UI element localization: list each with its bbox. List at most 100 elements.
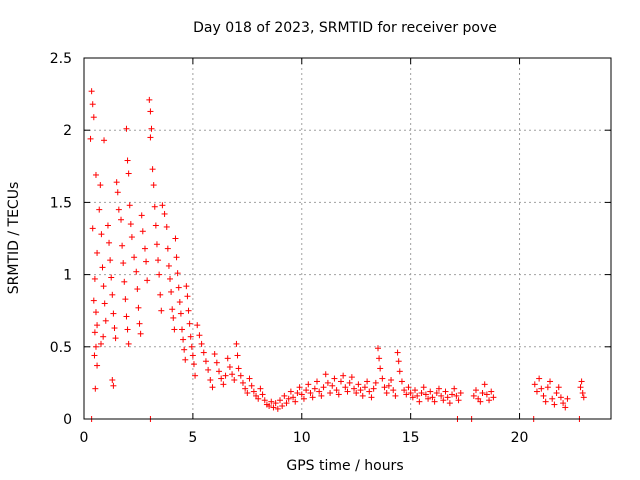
data-point [376, 355, 383, 362]
data-point [97, 340, 104, 347]
x-tick-label: 5 [188, 430, 197, 446]
data-point [200, 349, 207, 356]
data-point [290, 394, 297, 401]
data-point [438, 392, 445, 399]
data-point [100, 283, 107, 290]
data-point [124, 157, 131, 164]
y-tick-label: 1.5 [50, 195, 72, 211]
data-point [327, 390, 334, 397]
data-point [344, 388, 351, 395]
data-point [92, 343, 99, 350]
data-point [442, 388, 449, 395]
data-point [331, 375, 338, 382]
data-point [366, 388, 373, 395]
x-axis-label: GPS time / hours [286, 458, 403, 474]
data-point [141, 245, 148, 252]
data-point [488, 388, 495, 395]
data-point [150, 182, 157, 189]
data-point [490, 394, 497, 401]
data-point [420, 384, 427, 391]
data-point [151, 203, 158, 210]
data-point [314, 378, 321, 385]
data-point [305, 381, 312, 388]
x-tick-label: 15 [402, 430, 420, 446]
data-point [133, 268, 140, 275]
data-point [165, 262, 172, 269]
y-tick-label: 1 [63, 268, 72, 284]
data-point [405, 384, 412, 391]
data-point [298, 391, 305, 398]
data-point [477, 398, 484, 405]
data-point [176, 299, 183, 306]
data-point [147, 108, 154, 115]
data-point [234, 352, 241, 359]
y-tick-label: 2.5 [50, 51, 72, 67]
data-point [185, 307, 192, 314]
data-point [486, 397, 493, 404]
data-point [259, 391, 266, 398]
data-point [94, 362, 101, 369]
data-point [433, 390, 440, 397]
data-point [152, 222, 159, 229]
data-point [136, 320, 143, 327]
data-point [92, 309, 99, 316]
data-point [147, 134, 154, 141]
data-point [112, 335, 119, 342]
data-point [324, 379, 331, 386]
data-point [316, 388, 323, 395]
data-point [250, 388, 257, 395]
data-point [300, 395, 307, 402]
data-point [361, 384, 368, 391]
data-point [440, 397, 447, 404]
data-point [155, 257, 162, 264]
data-point [110, 382, 117, 389]
data-point [205, 366, 212, 373]
data-point [231, 377, 238, 384]
data-point [164, 245, 171, 252]
x-tick-label: 10 [293, 430, 311, 446]
data-point [120, 260, 127, 267]
data-point [235, 365, 242, 372]
data-point [536, 375, 543, 382]
data-point [216, 368, 223, 375]
data-point [562, 404, 569, 411]
data-point [348, 374, 355, 381]
data-point [98, 231, 105, 238]
data-point [409, 394, 416, 401]
data-point [311, 385, 318, 392]
data-point [395, 358, 402, 365]
data-point [196, 332, 203, 339]
data-point [121, 278, 128, 285]
data-point [224, 355, 231, 362]
data-point [281, 392, 288, 399]
data-point [272, 400, 279, 407]
data-point [91, 329, 98, 336]
data-point [416, 398, 423, 405]
data-point [435, 385, 442, 392]
data-point [379, 375, 386, 382]
data-point [218, 375, 225, 382]
data-point [270, 404, 277, 411]
data-point [202, 358, 209, 365]
data-point [544, 384, 551, 391]
data-point [449, 391, 456, 398]
data-point [184, 293, 191, 300]
data-point [359, 392, 366, 399]
data-point [107, 257, 114, 264]
data-point [123, 125, 130, 132]
data-point [329, 382, 336, 389]
data-point [396, 368, 403, 375]
data-point [168, 288, 175, 295]
data-point [109, 377, 116, 384]
data-point [207, 377, 214, 384]
data-point [109, 291, 116, 298]
data-point [229, 371, 236, 378]
data-point [292, 398, 299, 405]
data-point [453, 392, 460, 399]
data-point [123, 313, 130, 320]
data-point [89, 101, 96, 108]
data-point [357, 387, 364, 394]
data-point [101, 300, 108, 307]
data-point [553, 390, 560, 397]
data-point [87, 135, 94, 142]
